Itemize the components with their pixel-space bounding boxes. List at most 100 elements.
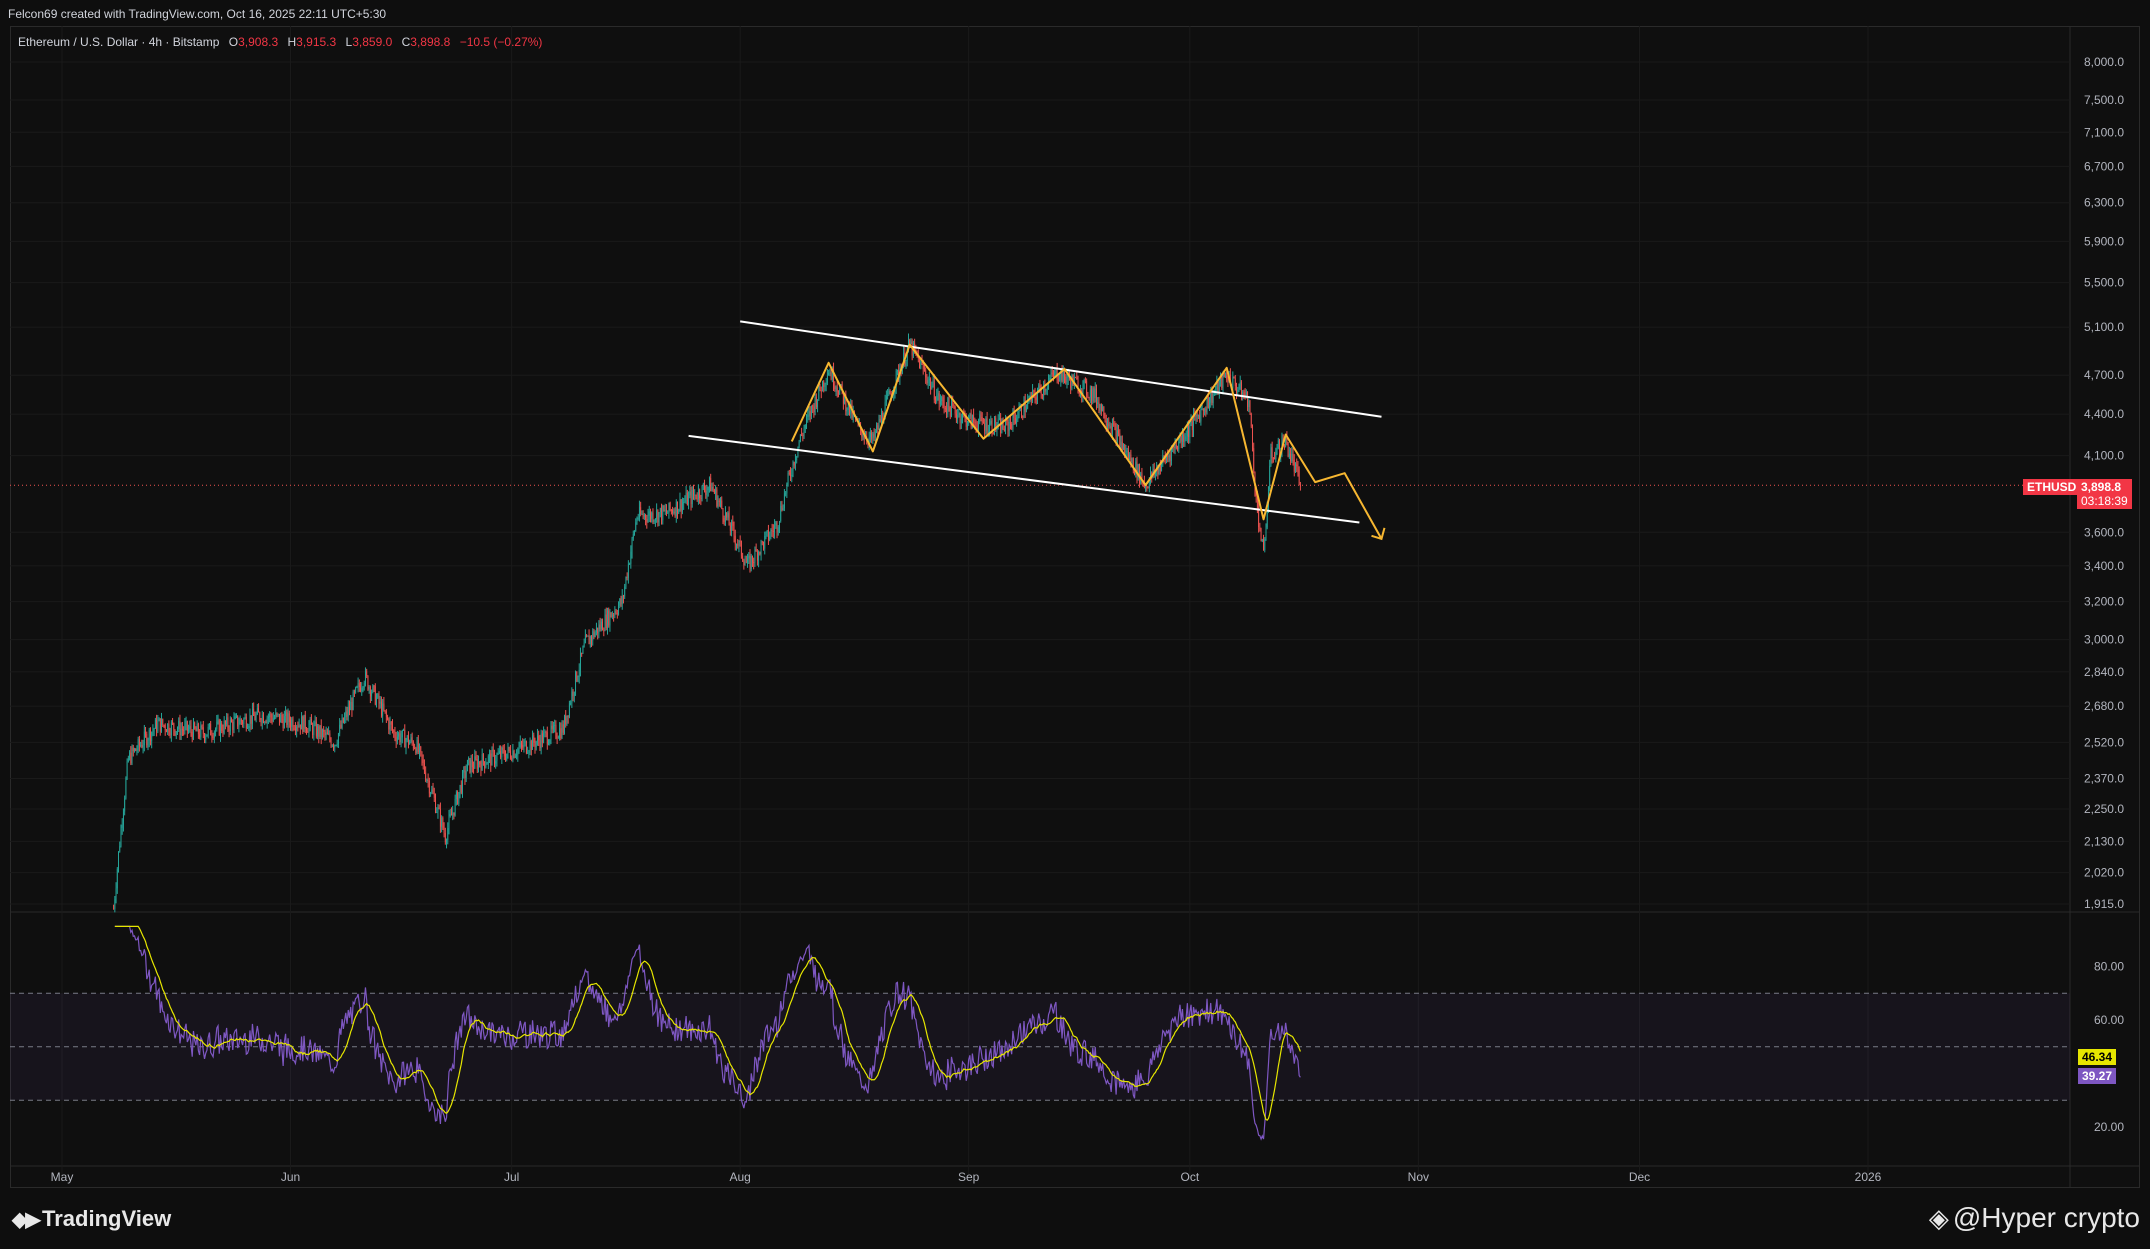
change-value: −10.5 (−0.27%) — [459, 35, 543, 49]
candle-body — [460, 785, 462, 793]
last-price-tag: 3,898.8 03:18:39 — [2077, 479, 2132, 509]
candle-body — [582, 646, 584, 654]
candle-body — [170, 722, 172, 736]
candle-body — [954, 406, 956, 414]
candle-body — [1125, 451, 1127, 454]
candle-body — [936, 395, 938, 402]
candle-body — [852, 412, 854, 418]
candle-body — [567, 715, 569, 717]
candle-body — [521, 742, 522, 745]
candle-body — [1043, 385, 1045, 396]
candle-body — [1223, 373, 1225, 378]
candle-body — [819, 384, 821, 391]
candle-body — [1119, 433, 1121, 446]
candle-body — [871, 432, 873, 440]
candle-body — [537, 735, 538, 742]
candle-body — [722, 508, 724, 519]
candle-body — [742, 555, 744, 561]
candle-body — [169, 733, 171, 736]
candle-body — [337, 733, 339, 744]
candle-body — [224, 721, 226, 725]
candle-body — [340, 724, 342, 728]
candle-body — [421, 751, 423, 760]
candle-body — [244, 716, 246, 719]
candle-body — [973, 415, 975, 422]
candle-body — [1218, 381, 1220, 392]
candle-body — [390, 721, 392, 725]
candle-body — [1136, 461, 1138, 479]
rsi-ma-tag: 46.34 — [2078, 1049, 2117, 1065]
candle-body — [1167, 456, 1169, 458]
candle-body — [1035, 397, 1037, 401]
candle-body — [379, 701, 381, 704]
candle-body — [190, 726, 192, 732]
candle-body — [428, 780, 430, 794]
candle-body — [326, 732, 328, 735]
candle-body — [1147, 487, 1149, 489]
candle-body — [737, 544, 739, 546]
candle-body — [380, 701, 382, 716]
candle-body — [926, 377, 928, 384]
candle-body — [1211, 391, 1213, 404]
candle-body — [204, 734, 205, 740]
candle-body — [1186, 426, 1188, 437]
time-tick-label: May — [51, 1170, 74, 1184]
candle-body — [1018, 408, 1020, 418]
candle-body — [264, 721, 266, 723]
candle-body — [1099, 404, 1101, 411]
candle-body — [905, 360, 907, 366]
candle-body — [1060, 371, 1062, 381]
candle-body — [243, 718, 245, 724]
candle-body — [717, 500, 719, 507]
candle-body — [580, 652, 581, 670]
candle-body — [197, 723, 199, 735]
candle-body — [307, 731, 309, 733]
candle-body — [749, 555, 751, 569]
candle-body — [237, 715, 239, 727]
candle-body — [1177, 447, 1178, 450]
tradingview-logo[interactable]: ◆▶ TradingView — [12, 1206, 171, 1232]
candle-body — [125, 778, 127, 799]
candle-body — [813, 406, 815, 413]
candle-body — [1011, 423, 1013, 429]
candle-body — [818, 384, 820, 400]
candle-body — [946, 408, 948, 414]
candle-body — [576, 671, 578, 681]
candle-body — [795, 460, 796, 466]
candle-body — [163, 725, 165, 727]
candle-body — [1124, 444, 1126, 454]
candle-body — [236, 715, 237, 717]
candle-body — [377, 694, 379, 698]
candle-body — [382, 703, 384, 716]
candle-body — [720, 500, 721, 502]
candle-body — [1297, 466, 1299, 470]
candle-body — [616, 613, 618, 615]
candle-body — [1141, 473, 1143, 482]
candle-body — [550, 725, 552, 740]
candle-body — [541, 733, 543, 743]
candle-body — [750, 555, 752, 569]
candle-body — [233, 718, 235, 730]
candle-body — [1202, 409, 1204, 412]
candle-body — [253, 708, 255, 716]
candle-body — [696, 498, 698, 500]
candle-body — [280, 714, 282, 723]
time-tick-label: Jun — [281, 1170, 300, 1184]
candle-body — [304, 714, 306, 729]
symbol-name[interactable]: Ethereum / U.S. Dollar · 4h · Bitstamp — [18, 35, 220, 49]
candle-body — [1057, 379, 1059, 381]
candle-body — [608, 610, 610, 626]
candle-body — [642, 513, 644, 517]
candle-body — [496, 754, 498, 762]
candle-body — [287, 713, 289, 725]
candle-body — [1286, 435, 1288, 443]
candle-body — [620, 598, 622, 605]
candle-body — [317, 726, 318, 737]
candle-body — [1050, 372, 1052, 379]
candle-body — [1242, 392, 1244, 398]
price-tick-label: 2,020.0 — [2084, 866, 2124, 880]
candle-body — [1250, 413, 1252, 427]
candle-body — [770, 529, 772, 537]
candle-body — [352, 691, 354, 710]
